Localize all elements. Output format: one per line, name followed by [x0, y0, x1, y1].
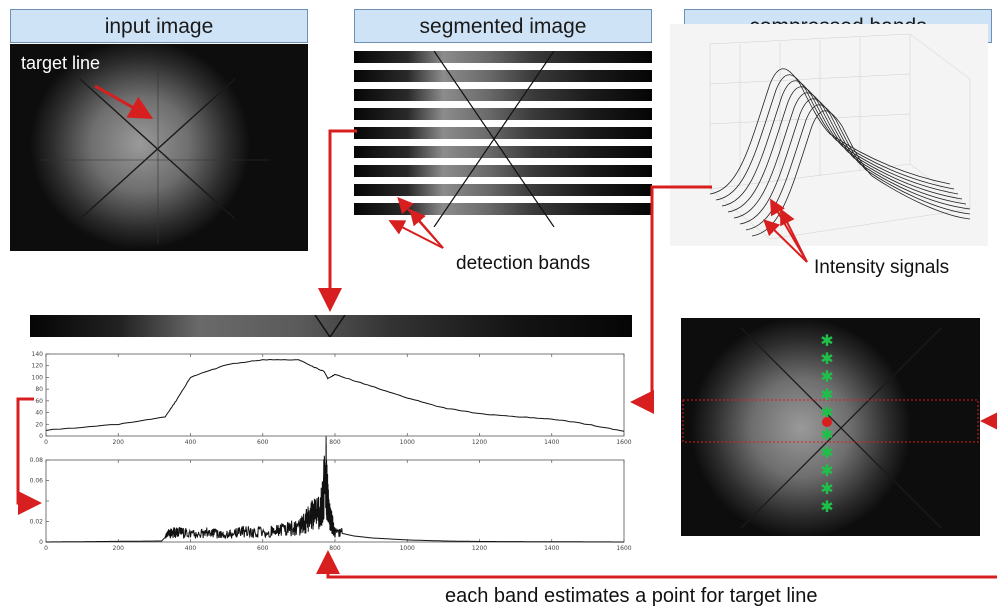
- x-tick-label: 0: [44, 439, 48, 446]
- y-tick-label: 0: [39, 539, 43, 546]
- y-tick-label: 140: [32, 351, 44, 358]
- detection-band: [354, 70, 652, 82]
- x-tick-label: 600: [257, 439, 269, 446]
- x-tick-label: 1400: [544, 439, 559, 446]
- x-tick-label: 400: [185, 545, 197, 552]
- y-tick-label: 60: [35, 398, 43, 405]
- estimated-point-marker: ✱: [820, 497, 833, 516]
- y-tick-label: 120: [32, 363, 44, 370]
- detection-band: [354, 165, 652, 177]
- x-tick-label: 1400: [544, 545, 559, 552]
- y-tick-label: 80: [35, 386, 43, 393]
- each-band-label: each band estimates a point for target l…: [445, 585, 818, 607]
- result-image-photo: ✱ ✱ ✱ ✱ ✱ ✱ ✱ ✱ ✱ ✱: [681, 318, 980, 536]
- x-tick-label: 200: [113, 545, 125, 552]
- x-tick-label: 1600: [616, 439, 631, 446]
- derivative-series-line: [46, 436, 624, 543]
- result-to-derivative-arrow: [316, 550, 997, 579]
- x-tick-label: 1200: [472, 439, 487, 446]
- target-line-label: target line: [21, 53, 101, 73]
- y-tick-label: 0.06: [30, 478, 44, 485]
- input-image-header: input image: [10, 9, 308, 43]
- detection-bands-label: detection bands: [456, 253, 591, 274]
- band-crosshair: [314, 315, 346, 337]
- y-tick-label: 0.02: [30, 519, 44, 526]
- estimated-point-marker: ✱: [820, 443, 833, 462]
- segmented-image: [354, 51, 652, 227]
- detection-band: [354, 184, 652, 196]
- waterfall-plot: [709, 33, 971, 240]
- result-overlay: ✱✱✱✱✱✱✱✱✱✱: [682, 327, 979, 529]
- estimated-point-marker: ✱: [820, 461, 833, 480]
- x-tick-label: 1000: [400, 439, 415, 446]
- y-tick-label: 40: [35, 410, 43, 417]
- x-tick-label: 1200: [472, 545, 487, 552]
- plot-frame: [45, 353, 625, 437]
- y-tick-label: 0.08: [30, 457, 44, 464]
- detection-band: [354, 108, 652, 120]
- x-tick-label: 1600: [616, 545, 631, 552]
- profile-to-derivative-arrow: [16, 397, 42, 515]
- target-point: [822, 417, 832, 427]
- y-tick-label: 20: [35, 421, 43, 428]
- intensity-signals-label: Intensity signals: [814, 257, 950, 278]
- estimated-point-marker: ✱: [820, 479, 833, 498]
- x-tick-label: 800: [329, 545, 341, 552]
- estimated-point-marker: ✱: [820, 425, 833, 444]
- selected-band-box: [682, 399, 979, 443]
- single-band-strip: [30, 315, 632, 337]
- estimated-point-marker: ✱: [820, 385, 833, 404]
- intensity-profile-axes: 0 200 400 600 800 1000 1200 1400 1600 0 20 40 60 80 10…: [32, 351, 632, 446]
- detection-band: [354, 89, 652, 101]
- compressed-bands-plot: [670, 24, 988, 246]
- derivative-axes: 0 200 400 600 800 1000 1200 1400 1600 0 0.02 0.06 0.…: [30, 436, 632, 552]
- estimated-points: ✱✱✱✱✱✱✱✱✱✱: [820, 331, 833, 516]
- detection-band: [354, 51, 652, 63]
- detection-band: [354, 127, 652, 139]
- x-tick-label: 200: [113, 439, 125, 446]
- estimated-point-marker: ✱: [820, 331, 833, 350]
- segment-to-profile-arrow: [318, 129, 357, 312]
- segmented-image-header: segmented image: [354, 9, 652, 43]
- y-tick-label: 100: [32, 374, 44, 381]
- x-tick-label: 1000: [400, 545, 415, 552]
- input-image-photo: [10, 44, 308, 251]
- estimated-point-marker: ✱: [820, 403, 833, 422]
- x-tick-label: 0: [44, 545, 48, 552]
- y-tick-label: 0: [39, 433, 43, 440]
- estimated-point-marker: ✱: [820, 349, 833, 368]
- band-crosshair-lines: [433, 51, 555, 227]
- x-tick-label: 600: [257, 545, 269, 552]
- x-tick-label: 400: [185, 439, 197, 446]
- estimated-point-marker: ✱: [820, 367, 833, 386]
- intensity-series-line: [45, 358, 625, 432]
- target-crosshair: [40, 64, 270, 244]
- plot-frame: [45, 459, 625, 543]
- x-tick-label: 800: [329, 439, 341, 446]
